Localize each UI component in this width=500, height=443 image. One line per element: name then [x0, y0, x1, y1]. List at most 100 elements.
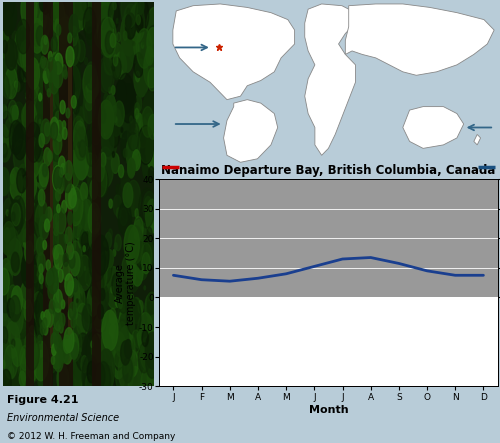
Circle shape: [62, 65, 66, 77]
Circle shape: [16, 19, 30, 54]
Circle shape: [44, 15, 46, 19]
Circle shape: [136, 16, 142, 33]
Circle shape: [104, 93, 108, 105]
Circle shape: [96, 229, 98, 233]
Circle shape: [72, 96, 76, 108]
Circle shape: [51, 333, 58, 349]
Circle shape: [3, 198, 14, 226]
Circle shape: [60, 216, 74, 252]
Circle shape: [111, 57, 116, 71]
Circle shape: [93, 176, 96, 184]
Circle shape: [106, 318, 122, 359]
Circle shape: [142, 113, 156, 148]
Circle shape: [10, 174, 14, 184]
Circle shape: [86, 332, 100, 370]
Circle shape: [112, 332, 126, 367]
Circle shape: [50, 22, 54, 31]
Circle shape: [94, 164, 107, 197]
Circle shape: [50, 107, 55, 121]
Circle shape: [136, 29, 152, 68]
Circle shape: [6, 229, 20, 263]
Circle shape: [36, 248, 46, 274]
Circle shape: [81, 356, 87, 373]
Circle shape: [48, 281, 55, 299]
Circle shape: [119, 326, 132, 358]
Circle shape: [0, 124, 8, 154]
Circle shape: [18, 346, 30, 379]
Circle shape: [104, 105, 112, 125]
Circle shape: [109, 199, 112, 208]
Circle shape: [72, 185, 85, 219]
Circle shape: [124, 148, 127, 157]
Circle shape: [144, 49, 159, 88]
Circle shape: [85, 299, 88, 306]
Circle shape: [98, 93, 100, 98]
Circle shape: [21, 0, 37, 29]
Circle shape: [52, 109, 62, 132]
Circle shape: [125, 24, 132, 43]
Circle shape: [100, 251, 109, 272]
Bar: [160, 179, 497, 297]
Circle shape: [86, 158, 99, 188]
Circle shape: [21, 41, 36, 80]
Circle shape: [68, 333, 78, 359]
Circle shape: [60, 162, 68, 181]
Circle shape: [43, 318, 47, 328]
Circle shape: [12, 124, 27, 160]
Circle shape: [68, 268, 76, 287]
Circle shape: [0, 59, 6, 74]
Circle shape: [74, 282, 82, 301]
Circle shape: [12, 252, 19, 272]
Circle shape: [5, 67, 18, 99]
Circle shape: [42, 164, 48, 177]
Circle shape: [98, 349, 114, 391]
Circle shape: [51, 0, 64, 33]
Circle shape: [37, 269, 41, 280]
Circle shape: [146, 133, 160, 170]
Circle shape: [8, 200, 23, 235]
Circle shape: [134, 59, 148, 97]
Circle shape: [0, 39, 16, 80]
Circle shape: [138, 343, 150, 373]
Circle shape: [66, 47, 74, 67]
Circle shape: [138, 354, 152, 393]
Circle shape: [136, 113, 143, 131]
Circle shape: [26, 259, 34, 280]
Circle shape: [88, 126, 101, 156]
Circle shape: [105, 233, 112, 249]
Circle shape: [65, 160, 72, 180]
Circle shape: [56, 354, 62, 369]
Circle shape: [72, 191, 84, 221]
Circle shape: [59, 69, 74, 108]
Circle shape: [74, 292, 82, 311]
Circle shape: [23, 31, 30, 48]
Circle shape: [33, 112, 34, 116]
Circle shape: [132, 220, 147, 259]
Circle shape: [130, 4, 144, 43]
Circle shape: [24, 177, 35, 204]
Circle shape: [120, 14, 137, 56]
Circle shape: [52, 344, 56, 355]
Circle shape: [120, 347, 130, 374]
Circle shape: [120, 120, 131, 147]
Circle shape: [68, 309, 72, 319]
Circle shape: [94, 299, 106, 332]
Circle shape: [64, 347, 76, 377]
Circle shape: [126, 257, 140, 292]
Circle shape: [80, 260, 85, 273]
Circle shape: [132, 298, 141, 323]
Circle shape: [142, 330, 148, 346]
Circle shape: [110, 33, 116, 47]
Circle shape: [99, 332, 112, 365]
Circle shape: [41, 244, 45, 254]
Circle shape: [12, 212, 15, 221]
Circle shape: [38, 63, 47, 85]
Circle shape: [57, 176, 64, 194]
Circle shape: [104, 45, 116, 75]
Circle shape: [29, 326, 35, 342]
Circle shape: [34, 1, 46, 34]
Circle shape: [114, 243, 117, 250]
Circle shape: [33, 341, 48, 381]
Circle shape: [146, 346, 158, 378]
Circle shape: [114, 278, 121, 298]
